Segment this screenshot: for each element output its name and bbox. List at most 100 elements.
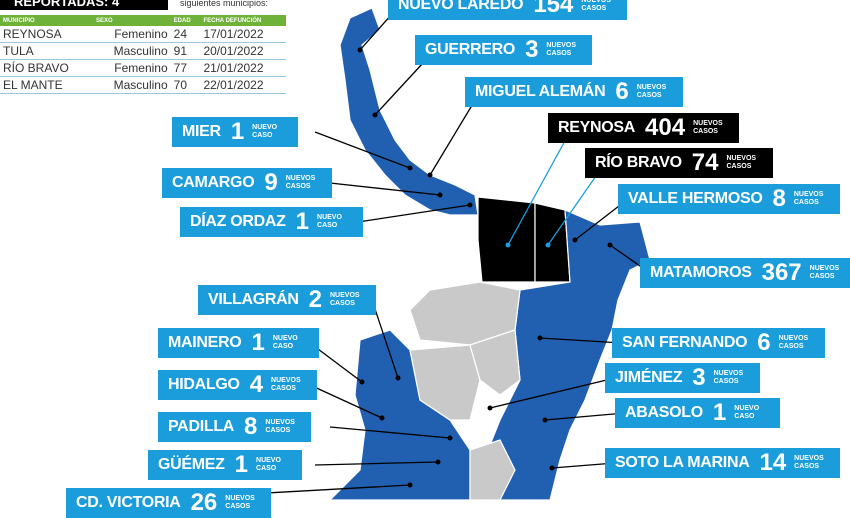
table-cell: Femenino [92, 26, 171, 43]
leader-line [539, 337, 623, 344]
case-count: 8 [772, 185, 786, 212]
table: MUNICIPIO SEXO EDAD FECHA DEFUNCIÓN REYNOSA F… [0, 15, 286, 94]
municipality-name: MIGUEL ALEMÁN [475, 83, 606, 100]
case-count: 1 [295, 208, 310, 235]
municipality-name: JIMÉNEZ [615, 369, 683, 386]
municipality-name: VALLE HERMOSO [628, 190, 763, 207]
region-gray-3 [469, 329, 521, 396]
leader-dot [607, 242, 613, 248]
municipality-name: CD. VICTORIA [76, 494, 181, 511]
callout-box: VALLE HERMOSO 8 NUEVOS CASOS [618, 184, 840, 214]
table-cell: Masculino [92, 42, 171, 60]
case-label: NUEVO CASO [256, 457, 281, 472]
table-cell: 24 [170, 26, 201, 43]
case-label: NUEVOS CASOS [546, 42, 576, 57]
column-header: SEXO [92, 15, 171, 26]
callout-box: ABASOLO 1 NUEVO CASO [615, 398, 781, 428]
callout-box: MIER 1 NUEVO CASO [172, 117, 299, 147]
callout-box: VILLAGRÁN 2 NUEVOS CASOS [198, 285, 376, 315]
leader-dot [572, 237, 578, 243]
case-label: NUEVO CASO [252, 124, 278, 139]
region-reynosa [477, 196, 536, 283]
case-label: NUEVO CASO [317, 214, 342, 229]
leader-line [544, 412, 626, 421]
table-cell: 70 [170, 76, 201, 94]
leader-line [314, 461, 439, 466]
leader-line [329, 182, 441, 196]
case-label: NUEVO CASO [272, 335, 298, 350]
case-count: 4 [249, 371, 264, 398]
case-count: 3 [525, 36, 539, 63]
table-cell: TULA [0, 42, 93, 60]
callout-box: MATAMOROS 367 NUEVOS CASOS [640, 258, 850, 288]
leader-line [309, 384, 383, 419]
column-header: FECHA DEFUNCIÓN [200, 15, 286, 26]
case-label: NUEVOS CASOS [778, 335, 809, 350]
leader-line [329, 426, 451, 439]
leader-dot [505, 242, 511, 248]
municipality-name: VILLAGRÁN [208, 291, 299, 308]
callout-box: HIDALGO 4 NUEVOS CASOS [158, 370, 318, 400]
case-count: 6 [615, 78, 629, 105]
case-count: 1 [230, 118, 245, 145]
callout-box: REYNOSA 404 NUEVOS CASOS [548, 113, 740, 143]
state-map [329, 7, 651, 500]
case-count: 3 [692, 364, 706, 391]
callout-box: SAN FERNANDO 6 NUEVOS CASOS [612, 328, 825, 358]
callout-box: CD. VICTORIA 26 NUEVOS CASOS [66, 488, 272, 518]
municipality-name: MATAMOROS [650, 264, 752, 281]
leader-dot [427, 172, 433, 178]
case-count: 404 [645, 114, 686, 141]
table-cell: 21/01/2022 [200, 59, 286, 77]
callout-box: PADILLA 8 NUEVOS CASOS [158, 412, 312, 442]
case-label: NUEVOS CASOS [265, 419, 295, 434]
callout-box: CAMARGO 9 NUEVOS CASOS [162, 168, 332, 198]
table-cell: 77 [170, 59, 201, 77]
case-count: 14 [759, 449, 787, 476]
leader-dot [359, 379, 365, 385]
case-count: 9 [264, 169, 278, 196]
leader-dot [437, 192, 443, 198]
header-row: MUNICIPIO SEXO EDAD FECHA DEFUNCIÓN [0, 15, 286, 26]
case-label: NUEVOS CASOS [726, 155, 757, 170]
case-count: 2 [308, 286, 322, 313]
column-header: MUNICIPIO [0, 15, 93, 26]
case-count: 6 [757, 329, 771, 356]
table-cell: 17/01/2022 [200, 26, 286, 43]
case-label: NUEVOS CASOS [271, 377, 301, 392]
deaths-table: REPORTADAS: 4 siguientes municipios: MUN… [0, 0, 286, 94]
case-label: NUEVOS CASOS [285, 175, 316, 190]
leader-dot [395, 375, 401, 381]
municipality-name: ABASOLO [625, 404, 703, 421]
table-cell: 20/01/2022 [200, 42, 286, 60]
case-count: 367 [761, 259, 802, 286]
leader-line [551, 462, 616, 469]
table-cell: 22/01/2022 [200, 76, 286, 94]
leader-dot [447, 435, 453, 441]
leader-line [314, 131, 411, 169]
region-north-strip [339, 7, 479, 216]
callout-box: DÍAZ ORDAZ 1 NUEVO CASO [180, 207, 364, 237]
municipality-name: CAMARGO [172, 174, 255, 191]
municipality-name: MAINERO [168, 334, 242, 351]
region-gray-4 [469, 439, 516, 500]
table-cell: RÍO BRAVO [0, 59, 93, 77]
municipality-name: SAN FERNANDO [622, 334, 748, 351]
leader-dot [487, 405, 493, 411]
leader-dot [379, 415, 385, 421]
leader-dot [435, 459, 441, 465]
table-row: RÍO BRAVO Femenino 77 21/01/2022 [0, 59, 286, 77]
table-subtitle: siguientes municipios: [180, 0, 269, 8]
callout-box: GUERRERO 3 NUEVOS CASOS [415, 35, 593, 65]
table-cell: EL MANTE [0, 76, 93, 94]
municipality-name: NUEVO LAREDO [398, 0, 524, 13]
leader-dot [467, 202, 473, 208]
leader-dot [545, 242, 551, 248]
case-label: NUEVOS CASOS [793, 191, 824, 206]
column-header: EDAD [170, 15, 201, 26]
case-count: 26 [190, 489, 218, 516]
case-count: 154 [533, 0, 574, 18]
callout-box: MAINERO 1 NUEVO CASO [158, 328, 319, 358]
case-label: NUEVOS CASOS [636, 84, 667, 99]
